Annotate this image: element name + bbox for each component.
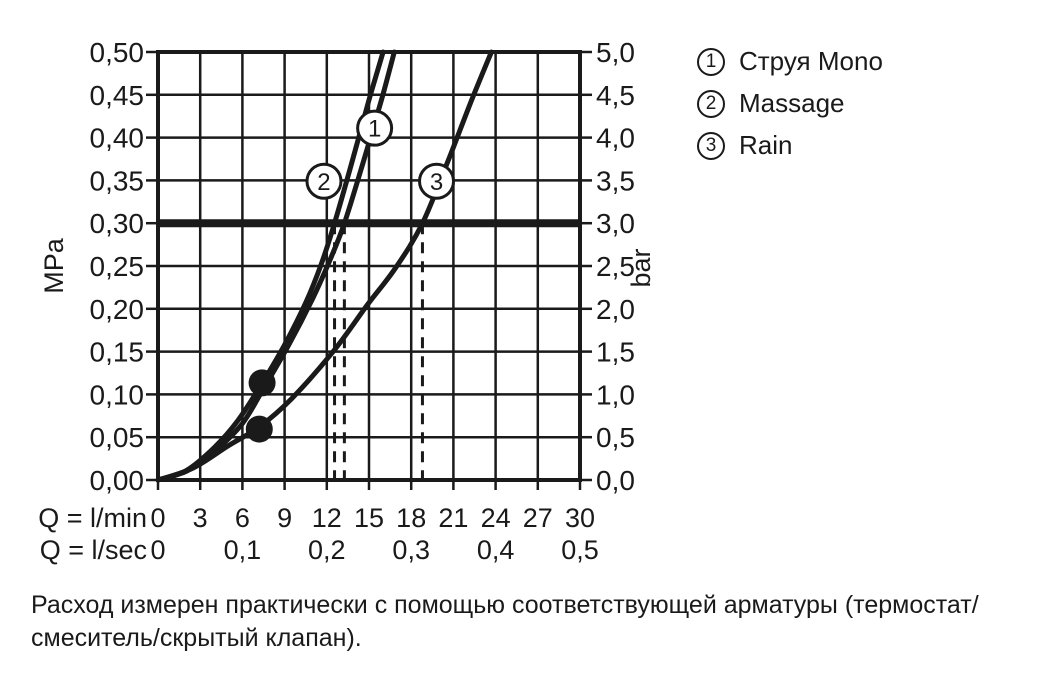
x-row1-tick: 18: [396, 503, 426, 533]
curve-1: [155, 49, 397, 483]
curve-3: [155, 49, 494, 483]
x-row1-tick: 3: [193, 503, 208, 533]
data-dot-2: [245, 415, 273, 443]
y-right-label: 2,0: [596, 294, 635, 325]
curve-marker-circle-1: [356, 109, 394, 147]
curve-marker-circle-3: [418, 162, 456, 200]
y-right-unit-label: bar: [626, 248, 656, 287]
legend-item-2: 2 Massage: [697, 88, 883, 119]
x-row1-tick: 27: [523, 503, 553, 533]
legend-item-3: 3 Rain: [697, 130, 883, 161]
y-left-label: 0,50: [90, 37, 145, 68]
y-left-label: 0,45: [90, 80, 145, 111]
y-right-label: 2,5: [596, 251, 635, 282]
y-right-label: 1,5: [596, 337, 635, 368]
x-row1-tick: 6: [235, 503, 250, 533]
x-row2-tick: 0,5: [561, 535, 599, 565]
y-left-label: 0,25: [90, 251, 145, 282]
x-row2-tick: 0: [150, 535, 165, 565]
data-dot-1: [248, 369, 276, 397]
legend-label-3: Rain: [739, 130, 793, 160]
x-row1-tick: 15: [354, 503, 384, 533]
legend-symbol-3-icon: 3: [697, 131, 725, 160]
legend-label-2: Massage: [739, 88, 845, 118]
plot-frame: [156, 50, 582, 482]
y-left-label: 0,30: [90, 208, 145, 239]
x-row2-tick: 0,3: [392, 535, 430, 565]
x-row2-tick: 0,4: [477, 535, 515, 565]
y-left-label: 0,15: [90, 337, 145, 368]
curve-marker-1: 1: [356, 109, 394, 147]
caption-line-2: смеситель/скрытый клапан).: [31, 624, 362, 652]
x-row2-tick: 0,2: [308, 535, 346, 565]
y-right-label: 1,0: [596, 379, 635, 410]
curve-marker-number-1: 1: [368, 116, 381, 143]
y-left-label: 0,05: [90, 422, 145, 453]
x-row1-tick: 0: [150, 503, 165, 533]
legend: 1 Струя Mono 2 Massage 3 Rain: [697, 46, 883, 161]
y-left-unit-label: MPa: [39, 237, 69, 294]
y-left-label: 0,35: [90, 165, 145, 196]
y-right-label: 4,5: [596, 80, 635, 111]
y-left-label: 0,00: [90, 465, 145, 496]
x-row1-tick: 30: [565, 503, 595, 533]
x-row2-prefix: Q = l/sec: [40, 535, 147, 565]
curve-marker-number-3: 3: [430, 169, 443, 196]
curve-marker-2: 2: [305, 162, 343, 200]
legend-label-1: Струя Mono: [739, 46, 883, 76]
x-row1-prefix: Q = l/min: [38, 503, 147, 533]
y-right-label: 0,0: [596, 465, 635, 496]
y-right-label: 3,5: [596, 165, 635, 196]
caption-line-1: Расход измерен практически с помощью соо…: [31, 591, 979, 619]
y-right-label: 4,0: [596, 123, 635, 154]
curve-2: [155, 49, 386, 483]
x-row2-tick: 0,1: [224, 535, 262, 565]
legend-item-1: 1 Струя Mono: [697, 46, 883, 77]
y-right-label: 5,0: [596, 37, 635, 68]
x-row1-tick: 12: [312, 503, 342, 533]
y-left-label: 0,40: [90, 123, 145, 154]
legend-symbol-2-icon: 2: [697, 89, 725, 118]
y-right-label: 0,5: [596, 422, 635, 453]
curve-marker-number-2: 2: [317, 169, 330, 196]
curve-marker-circle-2: [305, 162, 343, 200]
x-row1-tick: 24: [481, 503, 511, 533]
curve-marker-3: 3: [418, 162, 456, 200]
legend-symbol-1-icon: 1: [697, 47, 725, 76]
y-right-label: 3,0: [596, 208, 635, 239]
y-left-label: 0,10: [90, 379, 145, 410]
caption: Расход измерен практически с помощью соо…: [31, 589, 1041, 655]
y-left-label: 0,20: [90, 294, 145, 325]
x-row1-tick: 21: [438, 503, 468, 533]
x-row1-tick: 9: [277, 503, 292, 533]
